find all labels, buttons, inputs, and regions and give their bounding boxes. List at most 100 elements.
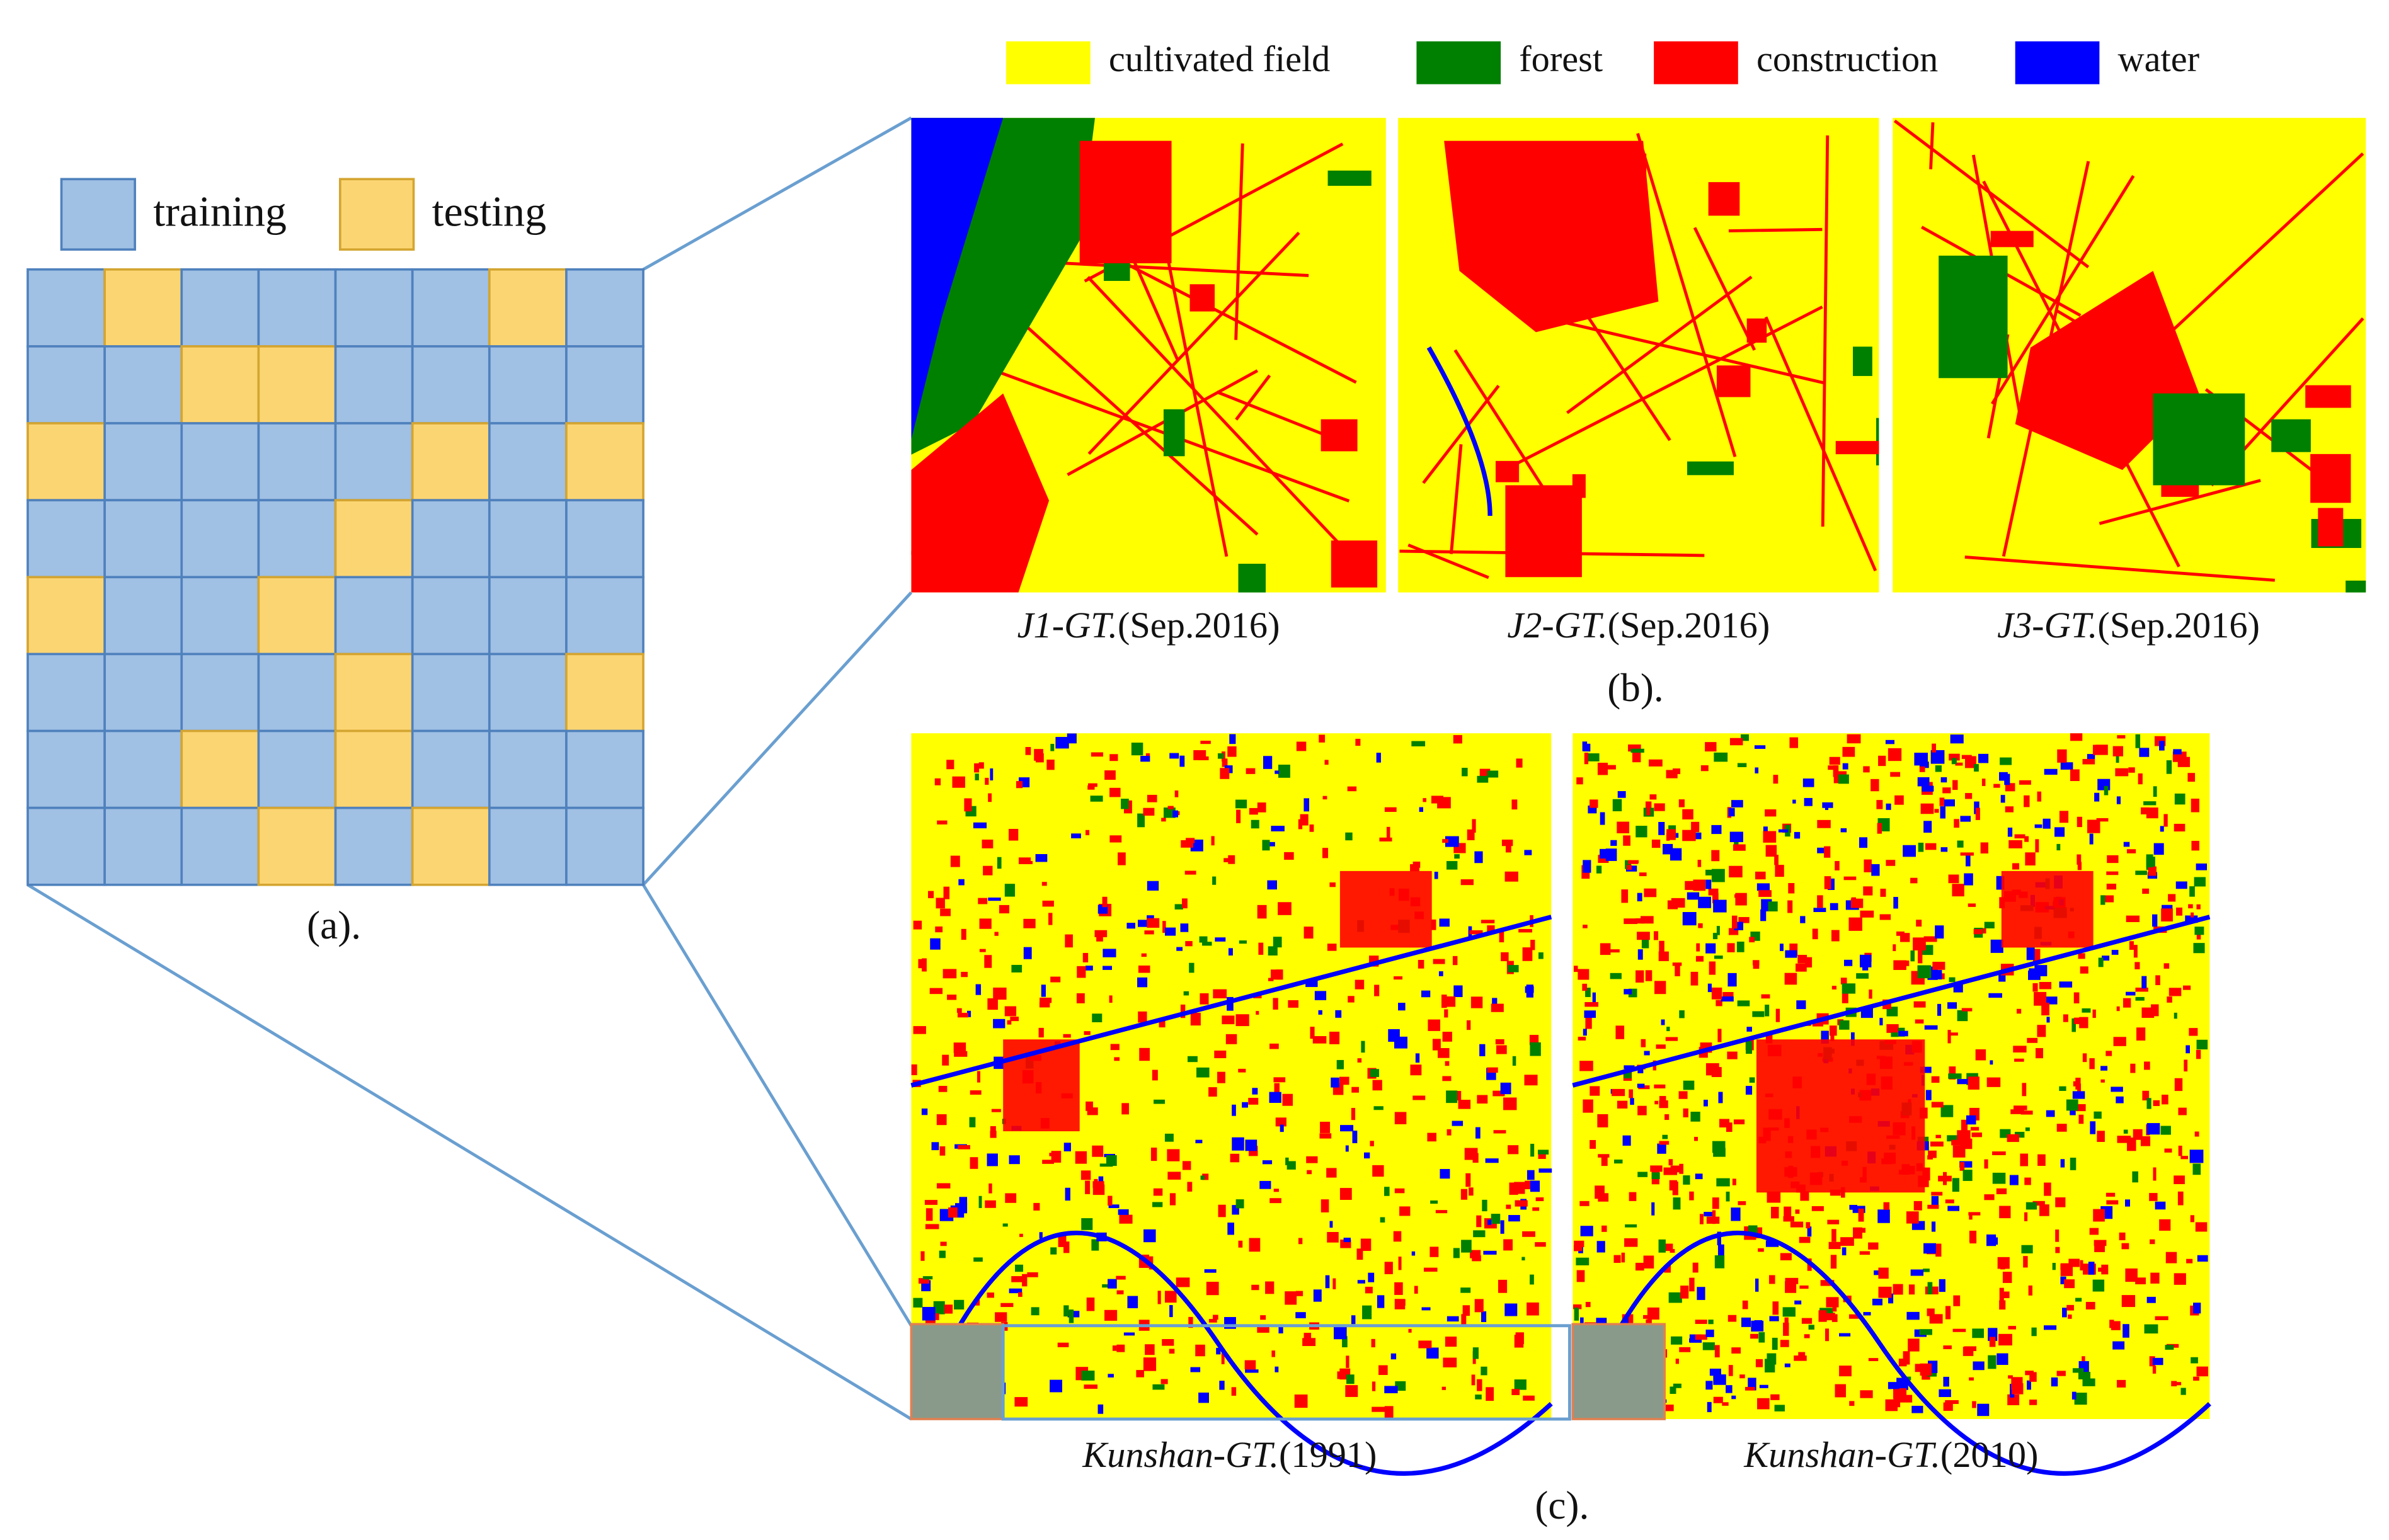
patch: [956, 1008, 962, 1013]
patch: [2123, 998, 2131, 1008]
patch: [1500, 1220, 1504, 1234]
patch: [1675, 1359, 1680, 1364]
patch: [1668, 1159, 1673, 1166]
patch: [1765, 1033, 1773, 1044]
patch: [1940, 847, 1948, 852]
patch: [1820, 1280, 1835, 1286]
patch: [1310, 1027, 1315, 1039]
patch: [1017, 1292, 1023, 1297]
patch: [1671, 898, 1685, 908]
patch: [1683, 1108, 1688, 1117]
patch: [1829, 756, 1840, 765]
patch: [1780, 1253, 1792, 1260]
patch: [2182, 985, 2191, 990]
patch: [1722, 991, 1734, 997]
patch: [1670, 1165, 1683, 1173]
river: [1572, 915, 2211, 1088]
patch: [2146, 854, 2153, 868]
patch: [2159, 1219, 2171, 1231]
patch: [2092, 1009, 2096, 1018]
patch: [1716, 365, 1751, 397]
patch: [922, 1306, 936, 1321]
patch: [2007, 1134, 2019, 1143]
patch: [2189, 886, 2195, 897]
patch: [1651, 1202, 1655, 1216]
patch: [993, 1018, 1005, 1029]
patch: [1637, 1105, 1647, 1115]
patch: [1988, 993, 2002, 998]
patch: [1002, 1223, 1008, 1227]
patch: [1713, 899, 1727, 913]
patch: [1187, 1182, 1193, 1192]
patch: [1298, 1238, 1303, 1245]
patch: [1913, 937, 1926, 950]
patch: [2073, 1017, 2084, 1024]
patch: [1453, 735, 1462, 744]
patch: [958, 879, 965, 886]
patch: [1978, 753, 1989, 763]
patch: [1039, 1232, 1043, 1239]
patch: [1116, 1275, 1126, 1280]
patch: [997, 857, 1002, 869]
patch: [1709, 961, 1716, 975]
patch: [1218, 1204, 1226, 1218]
patch: [1485, 1158, 1499, 1163]
patch: [953, 1042, 966, 1053]
patch: [2011, 1377, 2023, 1390]
patch: [1345, 1385, 1358, 1397]
patch: [1498, 1279, 1508, 1293]
patch: [1086, 1101, 1093, 1111]
land-cover-map: [910, 733, 1553, 1476]
patch: [1583, 1099, 1593, 1113]
patch: [1935, 765, 1942, 772]
patch: [1016, 781, 1023, 789]
patch: [1849, 1401, 1855, 1406]
patch: [978, 762, 984, 769]
patch: [1705, 869, 1715, 876]
patch: [1067, 733, 1077, 744]
patch: [1138, 920, 1151, 927]
patch: [1657, 1143, 1666, 1154]
patch: [1257, 1325, 1269, 1333]
patch: [1215, 937, 1226, 942]
patch: [1868, 1242, 1879, 1250]
patch: [1615, 1025, 1625, 1039]
patch: [1321, 1199, 1329, 1212]
patch: [2193, 1376, 2199, 1381]
patch: [1522, 947, 1533, 961]
patch: [933, 1301, 945, 1315]
patch: [1431, 796, 1444, 804]
patch: [1271, 826, 1285, 831]
patch: [990, 1126, 996, 1134]
patch: [1999, 1287, 2004, 1301]
patch: [1693, 1136, 1698, 1141]
patch: [2022, 1083, 2027, 1097]
legend-label: construction: [1756, 38, 1938, 79]
grid-cell: [334, 499, 414, 579]
patch: [1888, 748, 1902, 761]
patch: [1765, 809, 1777, 817]
patch: [1798, 1352, 1806, 1358]
patch: [1758, 1248, 1764, 1252]
patch: [937, 820, 948, 824]
patch: [2095, 744, 2108, 755]
patch: [1275, 770, 1280, 774]
grid-cell: [257, 345, 337, 425]
patch: [2106, 884, 2117, 890]
patch: [1932, 743, 1937, 753]
road: [1087, 276, 1346, 550]
patch: [2092, 744, 2097, 755]
patch: [1491, 1214, 1501, 1224]
patch: [1131, 743, 1143, 756]
patch: [939, 1146, 946, 1156]
patch: [2070, 769, 2080, 782]
patch: [1975, 807, 1980, 820]
patch: [1903, 1351, 1910, 1365]
patch: [1712, 893, 1719, 904]
patch: [1919, 1329, 1932, 1335]
patch: [975, 773, 979, 780]
patch: [1833, 765, 1839, 777]
legend-swatch: [1416, 41, 1501, 84]
patch: [1141, 953, 1147, 957]
patch: [2037, 791, 2042, 802]
